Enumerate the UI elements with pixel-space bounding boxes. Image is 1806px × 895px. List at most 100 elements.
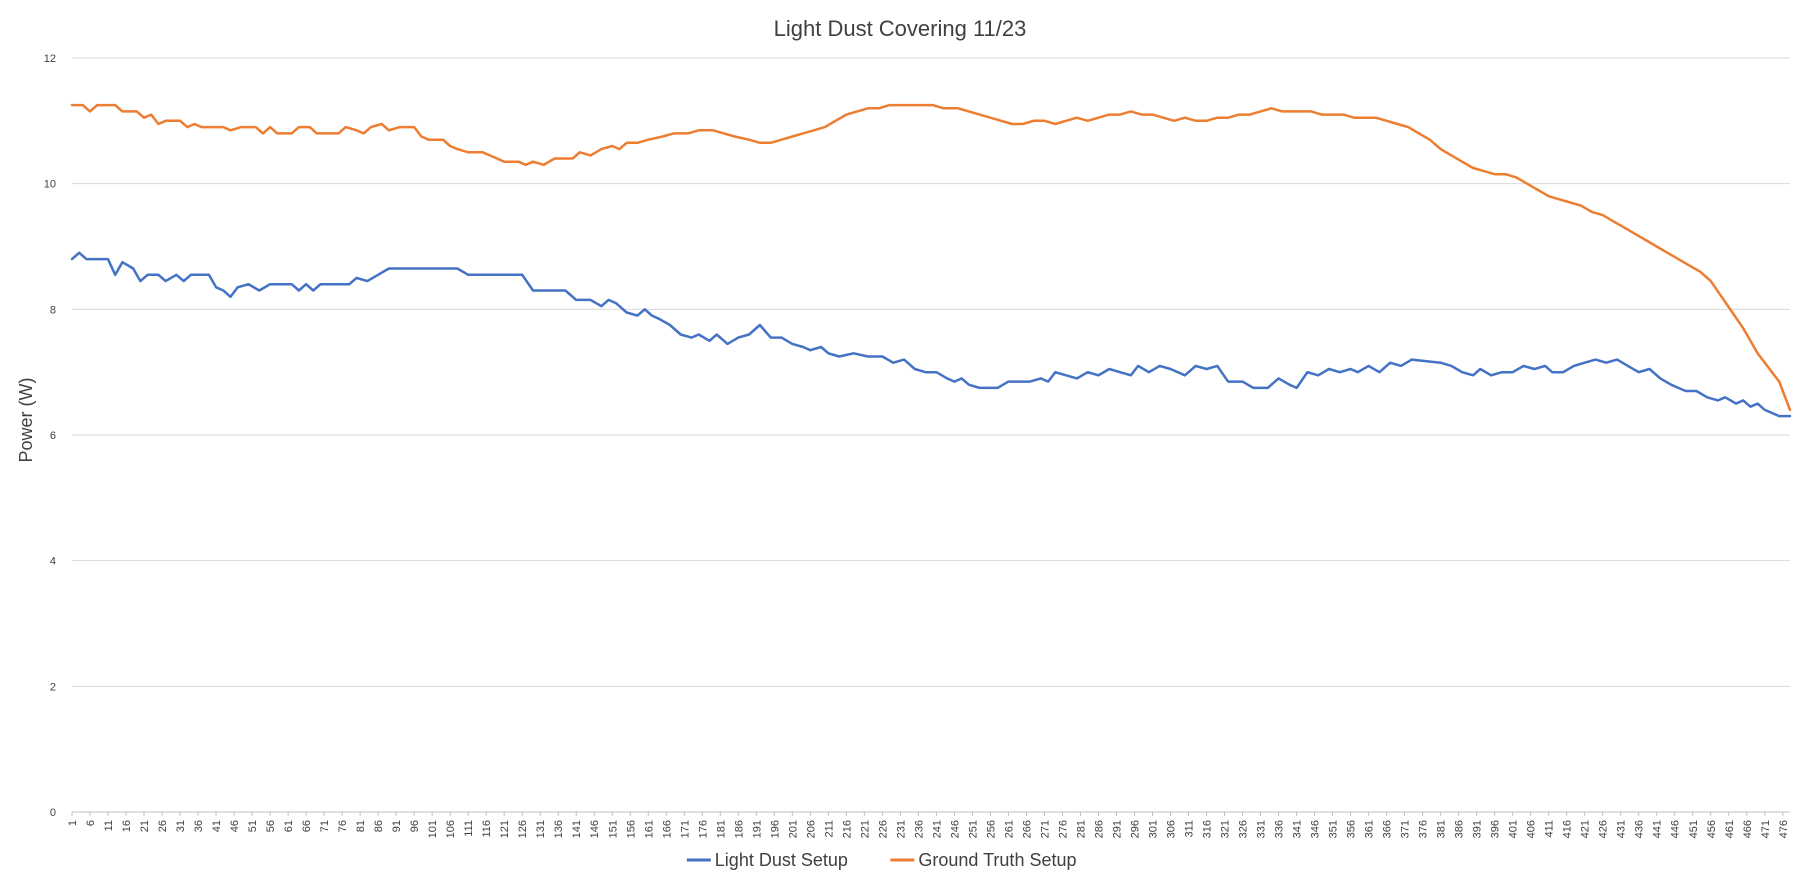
x-tick-label: 151 <box>607 820 619 838</box>
x-tick-label: 441 <box>1652 820 1664 838</box>
x-tick-label: 336 <box>1274 820 1286 838</box>
x-tick-label: 221 <box>859 820 871 838</box>
x-tick-label: 381 <box>1436 820 1448 838</box>
x-tick-label: 271 <box>1039 820 1051 838</box>
x-tick-label: 331 <box>1256 820 1268 838</box>
x-tick-label: 46 <box>229 820 241 832</box>
x-tick-label: 211 <box>823 820 835 838</box>
x-tick-label: 186 <box>733 820 745 838</box>
x-tick-label: 281 <box>1075 820 1087 838</box>
y-tick-label: 6 <box>50 430 56 442</box>
x-tick-label: 56 <box>265 820 277 832</box>
legend-label: Light Dust Setup <box>715 850 848 870</box>
x-tick-label: 301 <box>1148 820 1160 838</box>
x-tick-label: 121 <box>499 820 511 838</box>
x-tick-label: 191 <box>751 820 763 838</box>
x-tick-label: 386 <box>1454 820 1466 838</box>
x-tick-label: 421 <box>1580 820 1592 838</box>
x-tick-label: 261 <box>1003 820 1015 838</box>
x-tick-label: 166 <box>661 820 673 838</box>
x-tick-label: 411 <box>1544 820 1556 838</box>
x-tick-label: 106 <box>445 820 457 838</box>
x-tick-label: 131 <box>535 820 547 838</box>
x-tick-label: 241 <box>931 820 943 838</box>
x-tick-label: 146 <box>589 820 601 838</box>
x-tick-label: 91 <box>391 820 403 832</box>
x-tick-label: 251 <box>967 820 979 838</box>
x-tick-label: 236 <box>913 820 925 838</box>
x-tick-label: 201 <box>787 820 799 838</box>
x-tick-label: 416 <box>1562 820 1574 838</box>
x-tick-label: 426 <box>1598 820 1610 838</box>
x-tick-label: 366 <box>1382 820 1394 838</box>
x-tick-label: 16 <box>121 820 133 832</box>
x-tick-label: 316 <box>1202 820 1214 838</box>
x-tick-label: 351 <box>1328 820 1340 838</box>
x-tick-label: 141 <box>571 820 583 838</box>
legend: Light Dust Setup Ground Truth Setup <box>686 850 1077 870</box>
gridlines <box>72 57 1790 813</box>
x-tick-label: 296 <box>1129 820 1141 838</box>
x-tick-label: 86 <box>373 820 385 832</box>
series-line-ground-truth-setup <box>70 103 1792 412</box>
x-tick-label: 346 <box>1310 820 1322 838</box>
x-tick-label: 111 <box>463 820 475 837</box>
x-tick-label: 306 <box>1166 820 1178 838</box>
x-tick-label: 76 <box>337 820 349 832</box>
x-tick-label: 231 <box>895 820 907 838</box>
x-tick-label: 396 <box>1490 820 1502 838</box>
x-tick-label: 161 <box>643 820 655 838</box>
x-tick-label: 21 <box>139 820 151 832</box>
y-tick-label: 8 <box>50 304 56 316</box>
x-tick-label: 101 <box>427 820 439 838</box>
x-tick-label: 276 <box>1057 820 1069 838</box>
x-tick-label: 311 <box>1184 820 1196 838</box>
x-tick-label: 216 <box>841 820 853 838</box>
x-tick-label: 466 <box>1742 820 1754 838</box>
x-tick-label: 51 <box>247 820 259 832</box>
x-tick-label: 291 <box>1111 820 1123 838</box>
chart-title: Light Dust Covering 11/23 <box>774 16 1027 41</box>
x-tick-label: 476 <box>1778 820 1790 838</box>
x-tick-label: 406 <box>1526 820 1538 838</box>
x-tick-label: 6 <box>85 820 97 826</box>
y-tick-label: 12 <box>44 53 56 65</box>
x-tick-label: 401 <box>1508 820 1520 838</box>
x-tick-label: 431 <box>1616 820 1628 838</box>
x-tick-label: 61 <box>283 820 295 832</box>
x-tick-label: 226 <box>877 820 889 838</box>
x-tick-label: 256 <box>985 820 997 838</box>
x-tick-label: 206 <box>805 820 817 838</box>
x-tick-label: 326 <box>1238 820 1250 838</box>
x-tick-label: 176 <box>697 820 709 838</box>
x-tick-label: 196 <box>769 820 781 838</box>
x-tick-label: 371 <box>1400 820 1412 838</box>
x-tick-label: 376 <box>1418 820 1430 838</box>
x-tick-label: 461 <box>1724 820 1736 838</box>
x-tick-label: 116 <box>481 820 493 838</box>
y-tick-label: 4 <box>50 556 56 568</box>
x-tick-label: 71 <box>319 820 331 832</box>
x-tick-label: 446 <box>1670 820 1682 838</box>
x-tick-label: 181 <box>715 820 727 838</box>
y-tick-label: 0 <box>50 807 56 819</box>
x-tick-label: 286 <box>1093 820 1105 838</box>
x-tick-label: 341 <box>1292 820 1304 838</box>
x-tick-label: 356 <box>1346 820 1358 838</box>
x-tick-label: 361 <box>1364 820 1376 838</box>
x-tick-label: 471 <box>1760 820 1772 838</box>
x-tick-label: 31 <box>175 820 187 832</box>
x-tick-label: 41 <box>211 820 223 832</box>
x-tick-label: 436 <box>1634 820 1646 838</box>
y-tick-label: 10 <box>44 179 56 191</box>
legend-label: Ground Truth Setup <box>918 850 1076 870</box>
y-axis-label: Power (W) <box>16 378 36 463</box>
y-tick-label: 2 <box>50 681 56 693</box>
x-tick-label: 66 <box>301 820 313 832</box>
series-lines <box>70 103 1792 418</box>
series-line-light-dust-setup <box>70 251 1792 418</box>
x-tick-label: 126 <box>517 820 529 838</box>
